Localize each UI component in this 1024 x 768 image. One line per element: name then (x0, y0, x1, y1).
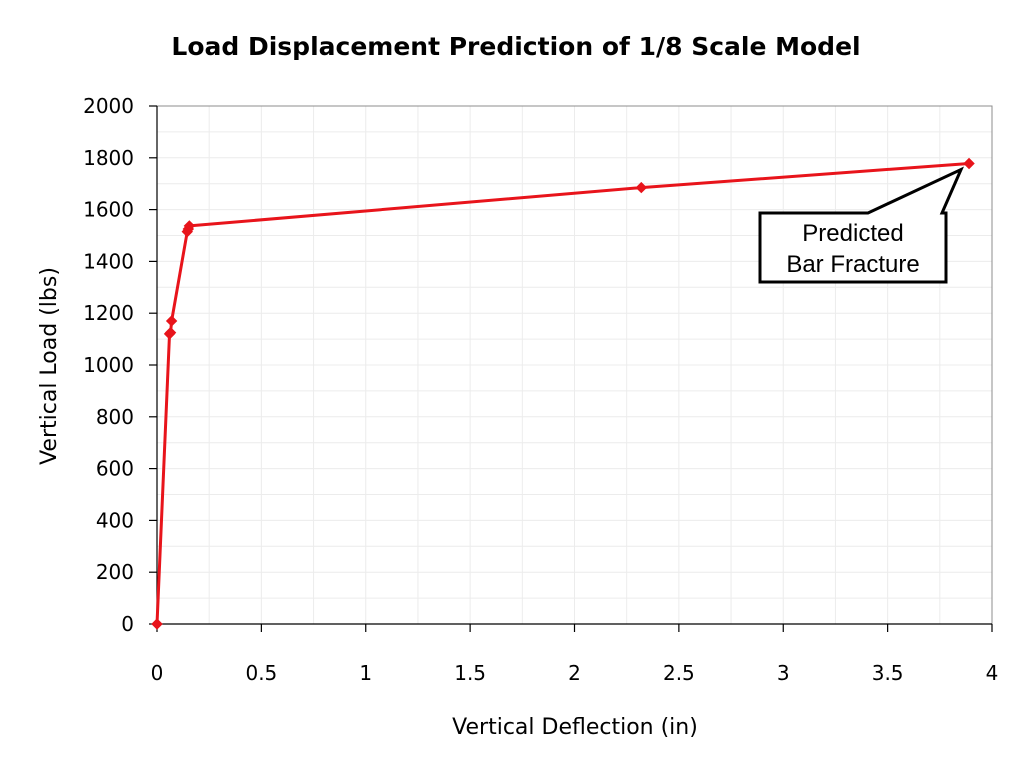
data-point-marker (963, 157, 975, 170)
x-tick-label: 3 (777, 661, 790, 685)
callout-label-line1: Predicted (802, 220, 903, 247)
x-tick-label: 2.5 (663, 661, 695, 685)
y-tick-label: 0 (121, 612, 134, 636)
x-tick-label: 0 (151, 661, 164, 685)
data-point-marker (635, 181, 648, 194)
y-tick-label: 400 (96, 508, 134, 532)
series-predicted-load (151, 157, 975, 630)
data-point-marker (183, 220, 196, 232)
y-tick-label: 1200 (83, 301, 134, 325)
y-tick-label: 1800 (83, 146, 134, 170)
y-tick-label: 600 (96, 457, 134, 481)
chart-title: Load Displacement Prediction of 1/8 Scal… (171, 32, 860, 61)
y-tick-label: 1400 (83, 249, 134, 273)
x-tick-label: 4 (986, 661, 999, 685)
x-axis-tick-labels: 0 0.5 1 1.5 2 2.5 3 3.5 4 (151, 661, 999, 685)
y-tick-label: 1000 (83, 353, 134, 377)
data-point-marker (151, 618, 163, 630)
callout-box (758, 166, 965, 284)
axis-ticks (149, 105, 993, 632)
y-tick-label: 200 (96, 560, 134, 584)
data-point-marker (165, 315, 178, 327)
y-axis-title: Vertical Load (lbs) (37, 267, 62, 465)
x-tick-label: 1.5 (454, 661, 486, 685)
y-axis-tick-labels: 0 200 400 600 800 1000 1200 1400 1600 1800 2000 (83, 94, 134, 636)
data-point-marker (164, 326, 177, 339)
x-tick-label: 0.5 (245, 661, 277, 685)
y-tick-label: 2000 (83, 94, 134, 118)
grid-lines (156, 105, 993, 625)
x-tick-label: 1 (359, 661, 372, 685)
x-axis-title: Vertical Deflection (in) (452, 715, 698, 740)
callout-label-line2: Bar Fracture (786, 251, 919, 278)
y-tick-label: 800 (96, 405, 134, 429)
y-tick-label: 1600 (83, 198, 134, 222)
callout-predicted-bar-fracture: Predicted Bar Fracture (758, 166, 965, 284)
x-tick-label: 3.5 (872, 661, 904, 685)
x-tick-label: 2 (568, 661, 581, 685)
